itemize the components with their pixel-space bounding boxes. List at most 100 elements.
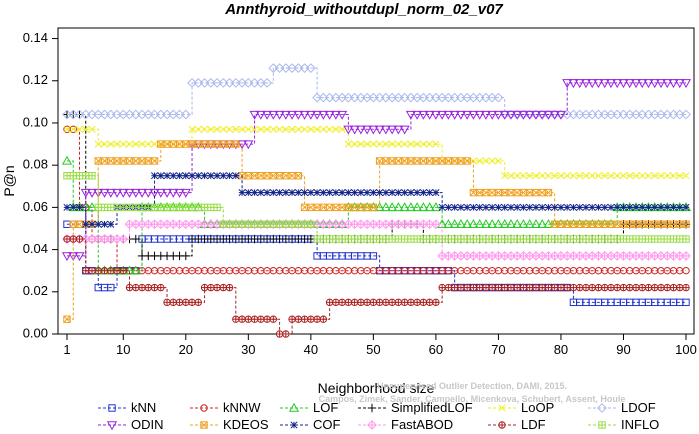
data-point-cof — [382, 189, 390, 197]
data-point-cof — [94, 220, 102, 228]
data-point-ldf — [182, 298, 190, 307]
data-point-odin — [143, 188, 154, 198]
data-point-ldf — [75, 235, 84, 243]
data-point-cof — [576, 203, 584, 211]
series-knn — [63, 220, 690, 307]
data-point-fastabod — [562, 251, 573, 261]
data-point-odin — [605, 79, 617, 89]
data-point-cof — [351, 189, 359, 197]
data-point-ldf — [638, 283, 646, 292]
x-tick-label: 100 — [675, 342, 697, 357]
data-point-ldf — [125, 283, 134, 292]
data-point-lof — [512, 219, 523, 228]
data-point-odin — [324, 110, 335, 120]
data-point-odin — [80, 188, 91, 198]
data-point-loop — [132, 140, 140, 148]
data-point-loop — [676, 172, 684, 180]
data-point-fastabod — [556, 251, 566, 261]
data-point-inflo — [663, 235, 671, 243]
data-point-lof — [505, 219, 516, 228]
data-point-fastabod — [662, 251, 673, 261]
data-point-loop — [394, 140, 402, 148]
data-point-loop — [494, 157, 502, 165]
data-point-odin — [449, 110, 460, 120]
legend-item-ldof: LDOF — [588, 400, 656, 415]
data-point-ldf — [619, 283, 628, 292]
legend-label-ldof: LDOF — [621, 400, 656, 415]
data-point-cof — [557, 203, 565, 211]
data-point-lof — [524, 219, 535, 228]
y-tick-label: 0.08 — [23, 157, 48, 172]
watermark-line-1: Unsupervised Outlier Detection, DAMI, 20… — [377, 381, 567, 391]
data-point-fastabod — [362, 219, 373, 230]
data-point-fastabod — [499, 251, 510, 261]
data-point-cof — [157, 172, 165, 180]
data-point-fastabod — [543, 251, 554, 261]
data-point-cof — [82, 220, 90, 228]
data-point-ldf — [626, 283, 634, 292]
legend-label-odin: ODIN — [131, 417, 164, 432]
data-point-cof — [276, 189, 284, 197]
data-point-cof — [194, 172, 202, 180]
data-point-ldf — [532, 283, 540, 292]
data-point-inflo — [388, 235, 396, 243]
data-point-loop — [263, 125, 271, 133]
data-point-fastabod — [606, 251, 616, 261]
data-point-cof — [313, 189, 321, 197]
data-point-loop — [232, 125, 240, 133]
data-point-cof — [257, 189, 265, 197]
data-point-inflo — [457, 235, 465, 243]
data-point-odin — [412, 110, 423, 120]
data-point-fastabod — [168, 219, 179, 230]
series-line-kdeos — [67, 143, 686, 320]
data-point-ldf — [500, 283, 509, 292]
data-point-kdeos — [169, 140, 177, 148]
data-point-cof — [438, 203, 446, 211]
data-point-odin — [574, 79, 585, 89]
data-point-odin — [424, 110, 435, 120]
legend-label-simplifiedlof: SimplifiedLOF — [391, 400, 473, 415]
data-point-ldf — [225, 283, 234, 292]
data-point-inflo — [363, 235, 371, 243]
data-point-ldf — [475, 283, 484, 292]
data-point-odin — [174, 188, 185, 198]
data-point-inflo — [576, 235, 584, 243]
data-point-kdeos — [619, 220, 628, 228]
data-point-lof — [474, 219, 485, 228]
data-point-fastabod — [405, 219, 416, 230]
data-point-loop — [401, 140, 409, 148]
data-point-ldf — [244, 315, 253, 323]
data-point-fastabod — [368, 219, 379, 230]
data-point-cof — [213, 172, 221, 180]
data-point-loop — [476, 157, 484, 165]
data-point-inflo — [513, 235, 521, 243]
data-point-ldf — [444, 283, 453, 292]
data-point-loop — [551, 172, 559, 180]
data-point-fastabod — [118, 234, 129, 244]
data-point-loop — [307, 125, 315, 133]
data-point-inflo — [500, 235, 509, 243]
data-point-odin — [655, 79, 667, 89]
data-point-lof — [418, 202, 429, 212]
y-tick-label: 0.04 — [23, 241, 48, 256]
data-point-cof — [532, 203, 540, 211]
data-point-odin — [86, 188, 98, 198]
data-point-lof — [86, 202, 98, 212]
data-point-odin — [649, 79, 660, 89]
data-point-ldf — [494, 283, 503, 292]
data-point-ldf — [413, 298, 421, 307]
legend-item-cof: COF — [280, 417, 341, 432]
data-point-ldf — [525, 283, 534, 292]
data-point-loop — [150, 140, 159, 148]
data-point-fastabod — [462, 251, 473, 261]
data-point-loop — [594, 172, 603, 180]
data-point-fastabod — [105, 234, 116, 244]
data-point-loop — [94, 140, 102, 148]
data-point-ldf — [382, 298, 390, 307]
data-point-inflo — [207, 203, 215, 212]
data-point-fastabod — [668, 251, 679, 261]
x-tick-label: 20 — [179, 342, 193, 357]
data-point-inflo — [375, 235, 384, 243]
x-axis: 1 10 20 30 40 50 60 70 80 90 100 — [63, 334, 697, 357]
data-point-kdeos — [538, 188, 546, 197]
